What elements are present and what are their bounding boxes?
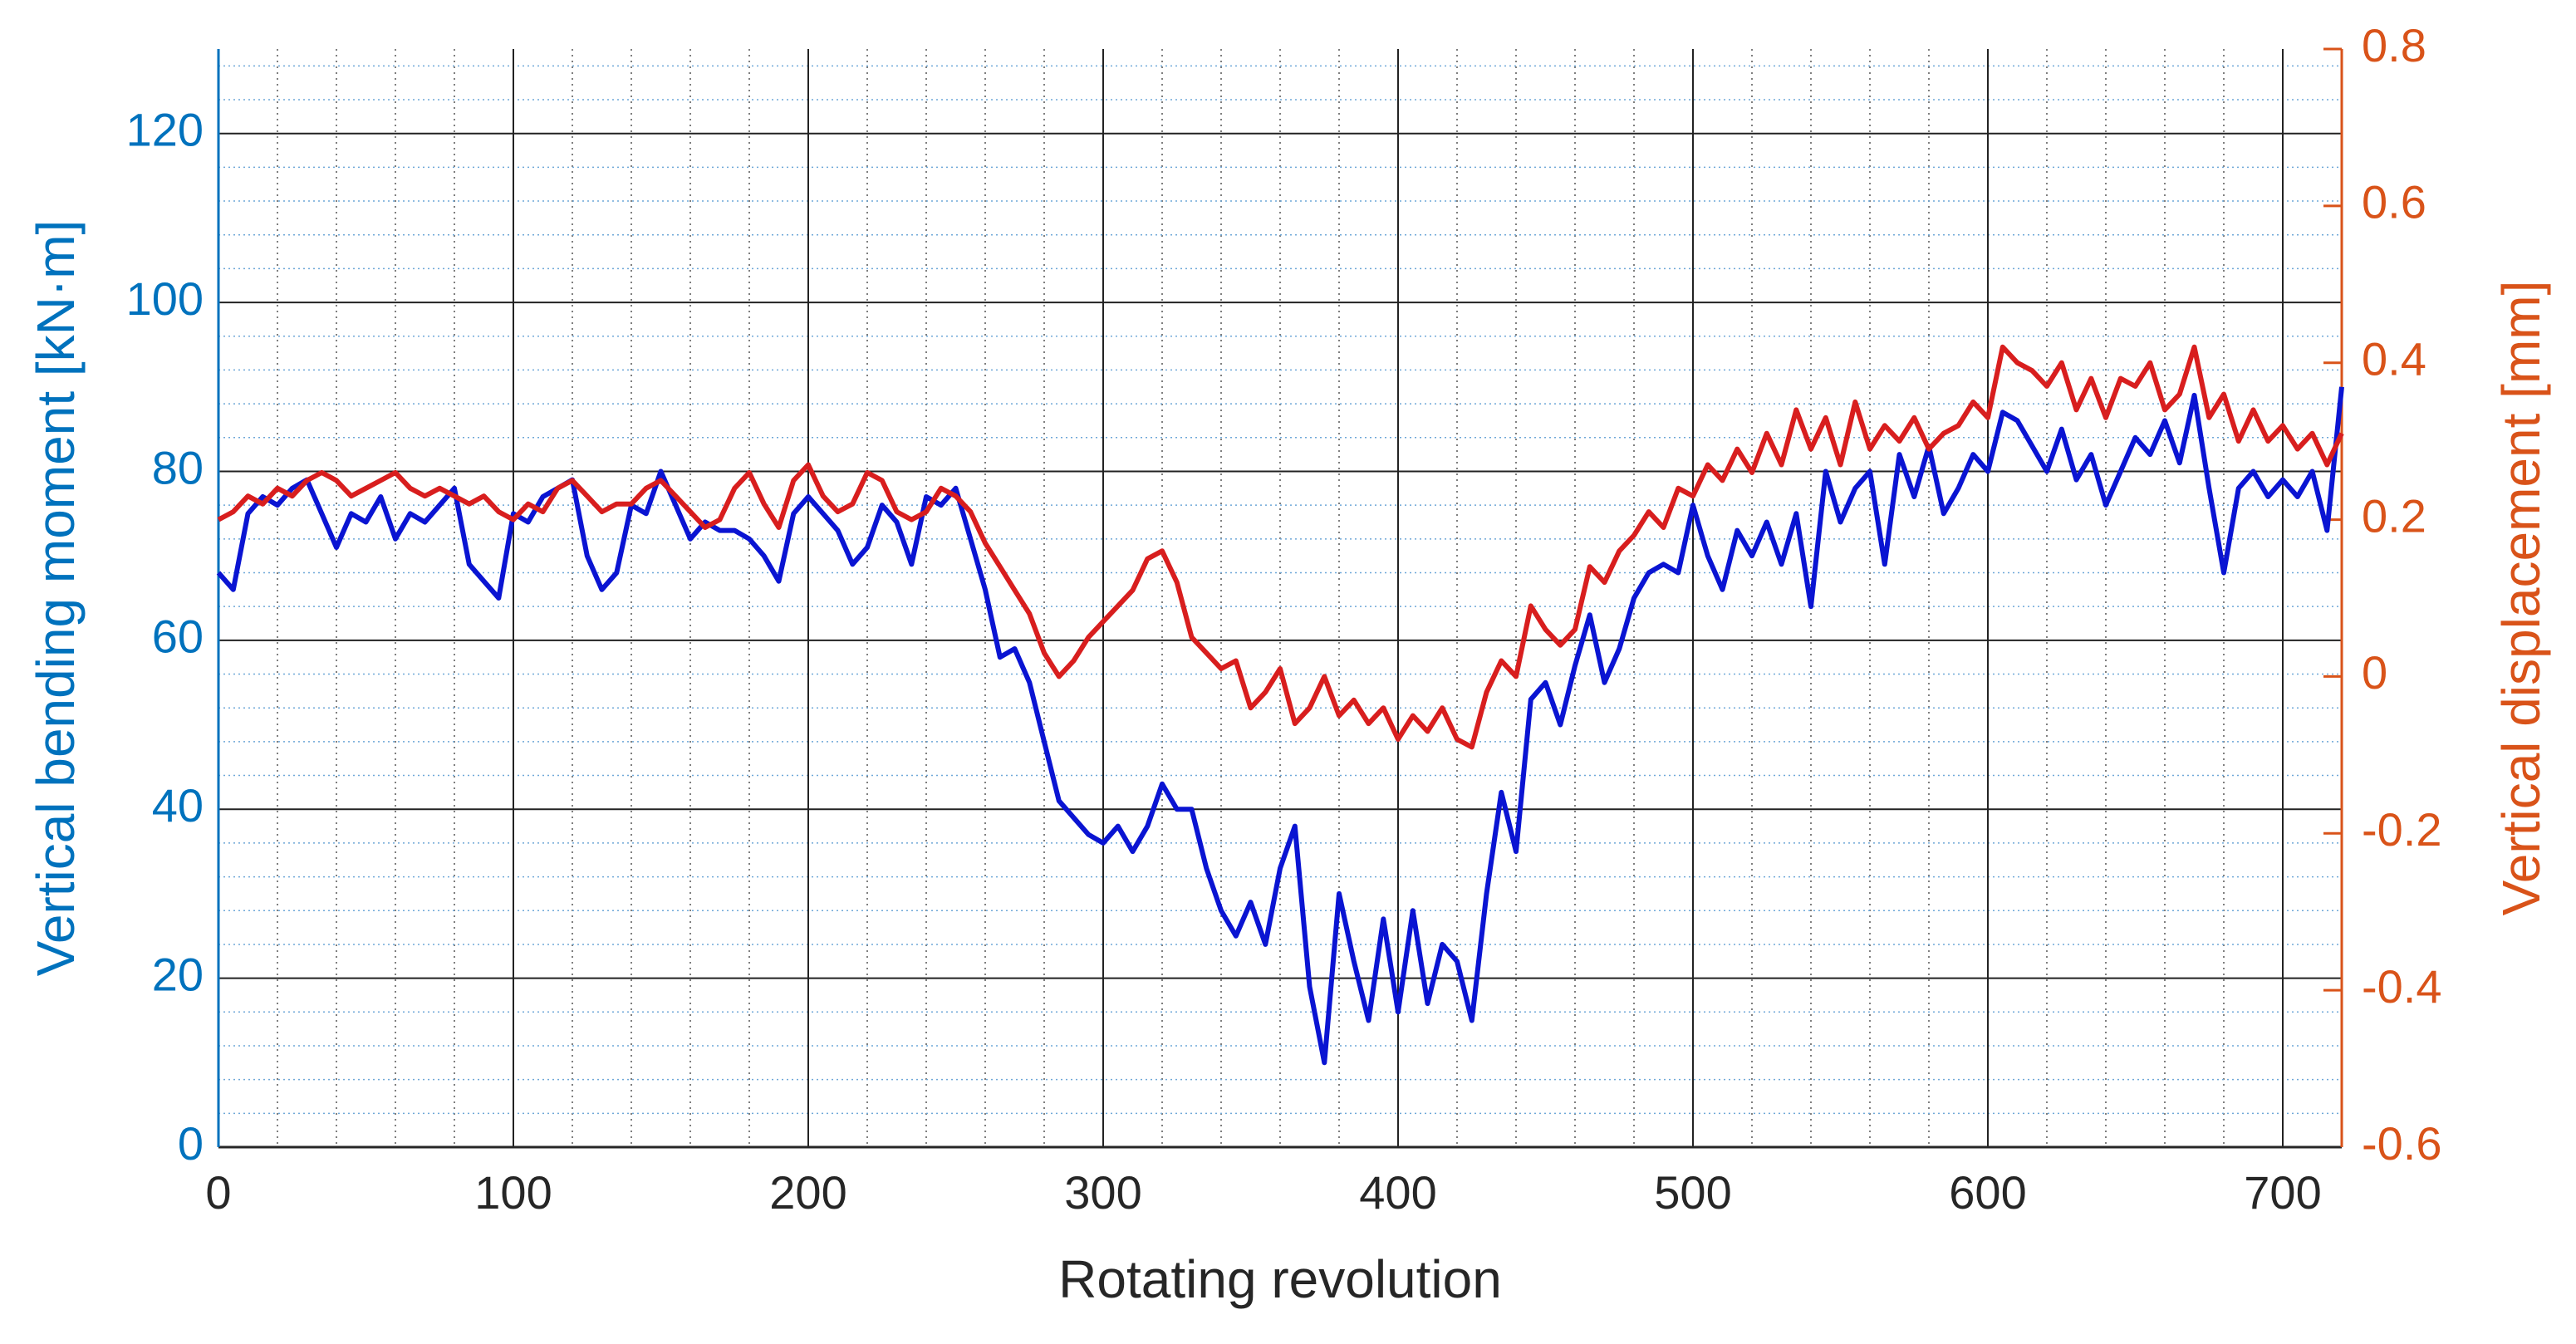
x-tick-label: 0 xyxy=(205,1166,231,1219)
x-tick-label: 100 xyxy=(474,1166,552,1219)
y2-tick-label: -0.2 xyxy=(2362,803,2442,856)
y-tick-label: 60 xyxy=(152,611,204,663)
x-tick-label: 500 xyxy=(1654,1166,1731,1219)
y-tick-label: 40 xyxy=(152,779,204,831)
y2-tick-label: 0.2 xyxy=(2362,489,2426,542)
x-tick-label: 600 xyxy=(1949,1166,2026,1219)
y2-tick-label: -0.6 xyxy=(2362,1117,2442,1170)
y2-tick-label: 0.8 xyxy=(2362,19,2426,71)
y2-tick-label: 0.6 xyxy=(2362,176,2426,228)
y2-tick-label: 0 xyxy=(2362,646,2387,699)
y-tick-label: 0 xyxy=(178,1117,204,1170)
y-tick-label: 100 xyxy=(126,272,204,325)
x-tick-label: 700 xyxy=(2244,1166,2321,1219)
y2-axis-label: Vertical displacement [mm] xyxy=(2491,281,2551,916)
x-tick-label: 300 xyxy=(1064,1166,1141,1219)
y-axis-label: Vertical bending moment [kN·m] xyxy=(26,220,86,977)
x-axis-label: Rotating revolution xyxy=(1058,1249,1502,1309)
x-tick-label: 400 xyxy=(1359,1166,1436,1219)
series-line xyxy=(217,344,2344,750)
y-tick-label: 20 xyxy=(152,948,204,1000)
y-tick-label: 120 xyxy=(126,103,204,155)
y2-tick-label: 0.4 xyxy=(2362,333,2426,385)
y-tick-label: 80 xyxy=(152,441,204,493)
x-tick-label: 200 xyxy=(769,1166,846,1219)
y2-tick-label: -0.4 xyxy=(2362,960,2442,1013)
